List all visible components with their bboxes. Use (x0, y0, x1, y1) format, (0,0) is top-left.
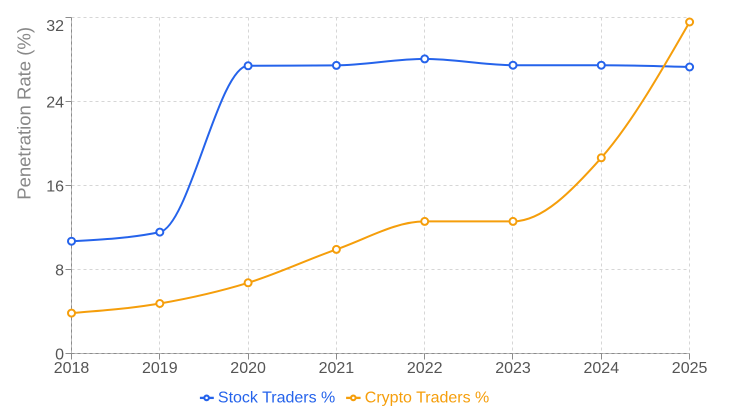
svg-text:0: 0 (55, 346, 64, 363)
svg-text:Penetration Rate (%): Penetration Rate (%) (13, 27, 34, 200)
svg-text:2024: 2024 (584, 360, 620, 377)
svg-text:8: 8 (55, 263, 64, 280)
svg-text:24: 24 (46, 95, 64, 112)
svg-text:2020: 2020 (230, 360, 266, 377)
svg-text:Crypto Traders %: Crypto Traders % (365, 389, 489, 406)
svg-text:2025: 2025 (672, 360, 708, 377)
svg-text:16: 16 (46, 179, 64, 196)
svg-text:2018: 2018 (54, 360, 90, 377)
svg-text:2021: 2021 (319, 360, 355, 377)
svg-text:2023: 2023 (495, 360, 531, 377)
svg-text:Stock Traders %: Stock Traders % (218, 389, 335, 406)
svg-text:2022: 2022 (407, 360, 443, 377)
svg-text:32: 32 (46, 18, 64, 35)
svg-text:2019: 2019 (142, 360, 178, 377)
